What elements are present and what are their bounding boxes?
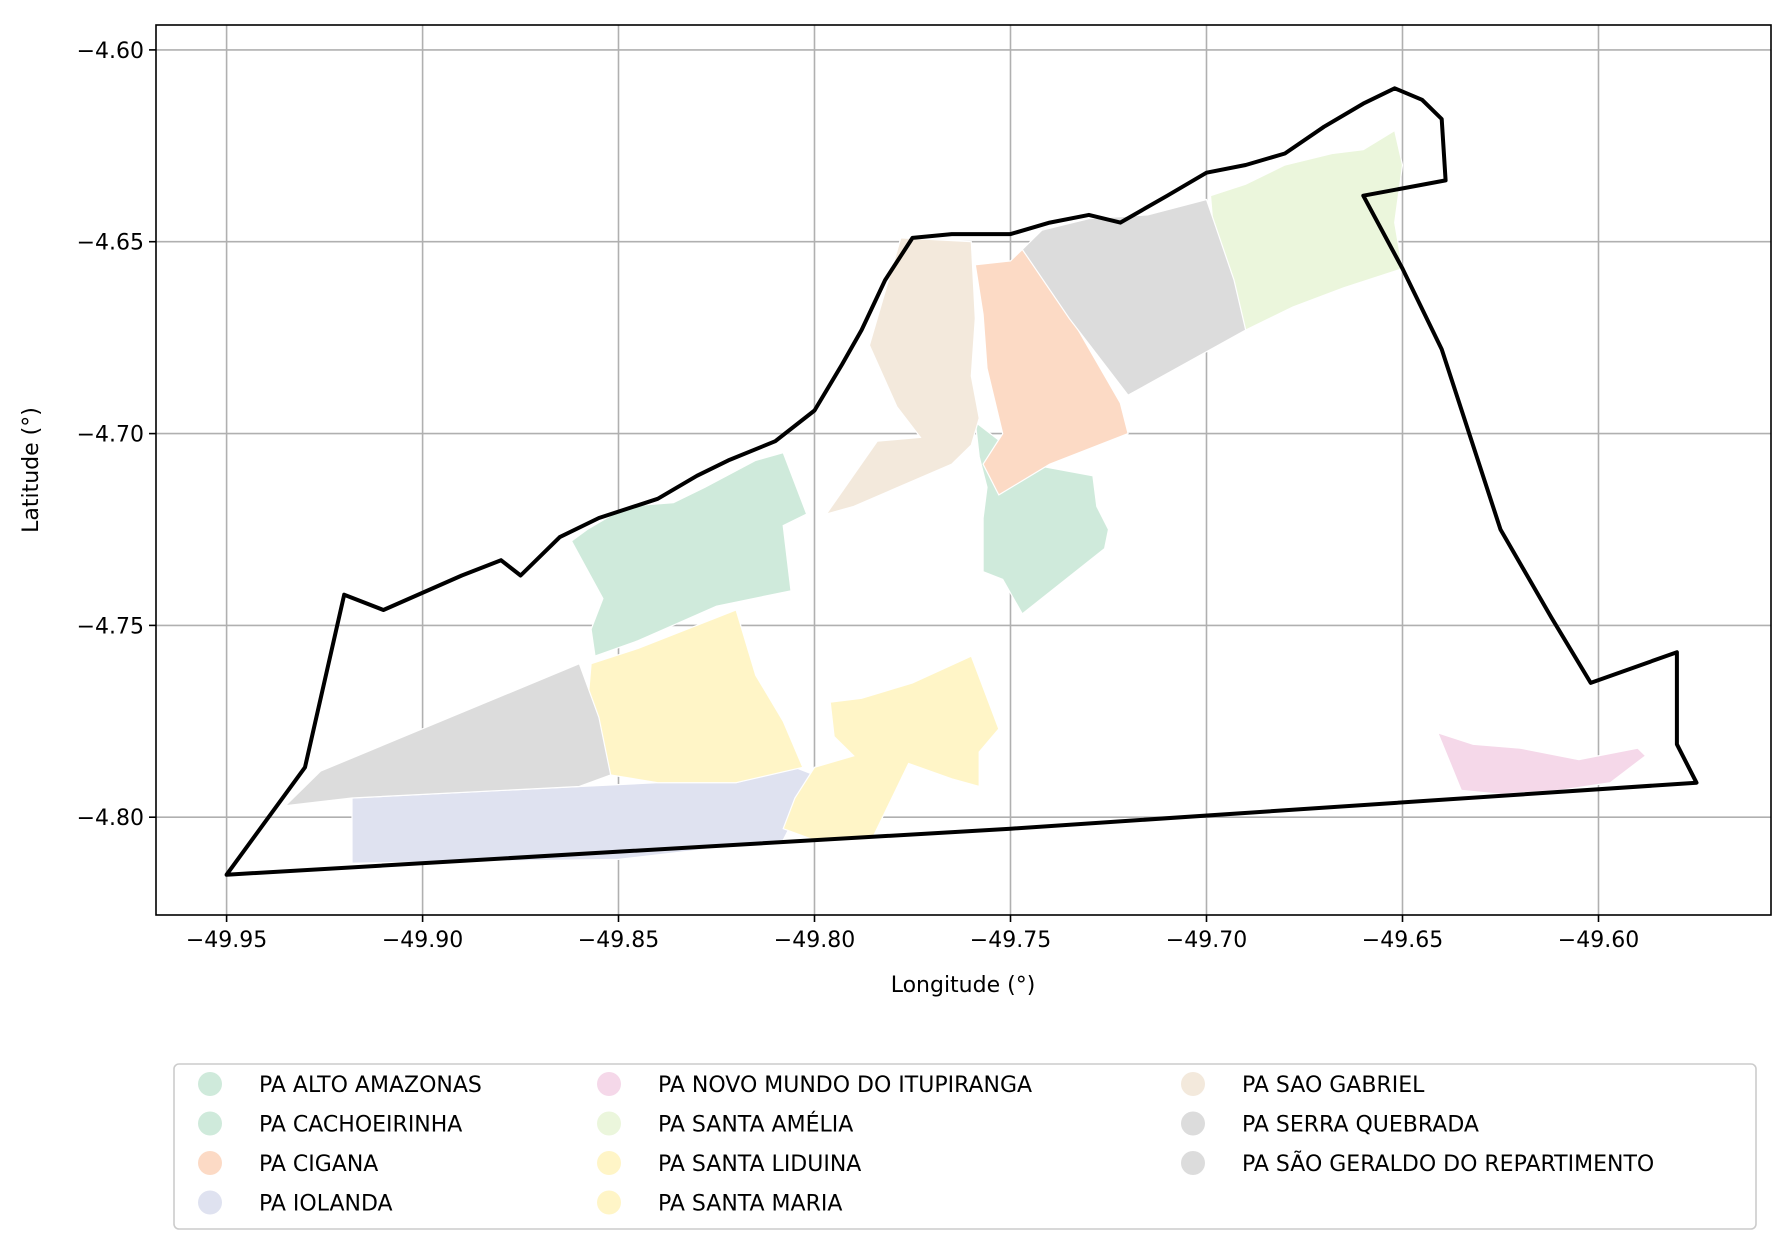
- x-axis-ticks: −49.95 −49.90 −49.85 −49.80 −49.75 −49.70 −49.…: [186, 915, 1639, 953]
- settlement-polygon: [570, 451, 808, 657]
- legend-marker: [597, 1151, 621, 1175]
- legend-marker: [597, 1072, 621, 1096]
- legend-label: PA ALTO AMAZONAS: [259, 1073, 482, 1098]
- legend-marker: [198, 1111, 222, 1136]
- legend-marker: [198, 1190, 222, 1215]
- legend-label: PA SANTA LIDUINA: [658, 1152, 861, 1177]
- x-tick-label: −49.70: [1166, 928, 1247, 953]
- x-tick-label: −49.75: [970, 928, 1051, 953]
- legend-marker: [1181, 1151, 1205, 1175]
- y-axis-label: Latitude (°): [19, 407, 44, 533]
- municipality-boundary: [224, 86, 1699, 877]
- legend-label: PA NOVO MUNDO DO ITUPIRANGA: [658, 1073, 1032, 1098]
- x-axis-label: Longitude (°): [891, 973, 1036, 998]
- legend-label: PA SANTA AMÉLIA: [658, 1112, 853, 1138]
- y-tick-label: −4.60: [77, 39, 144, 64]
- legend-items: PA ALTO AMAZONAS PA CACHOEIRINHA PA CIGANA…: [198, 1072, 1654, 1217]
- y-tick-label: −4.75: [77, 614, 144, 639]
- plot-frame: [155, 24, 1772, 916]
- legend-label: PA SAO GABRIEL: [1242, 1073, 1425, 1098]
- x-tick-label: −49.85: [578, 928, 659, 953]
- legend-label: PA CIGANA: [259, 1152, 378, 1177]
- legend-label: PA SÃO GERALDO DO REPARTIMENTO: [1242, 1150, 1654, 1177]
- legend-label: PA CACHOEIRINHA: [259, 1113, 462, 1138]
- settlement-polygon: [782, 655, 1000, 841]
- settlement-polygon: [283, 662, 612, 807]
- x-tick-label: −49.95: [186, 928, 267, 953]
- y-tick-label: −4.65: [77, 231, 144, 256]
- settlement-polygons: [283, 129, 1647, 864]
- x-tick-label: −49.80: [774, 928, 855, 953]
- x-tick-label: −49.90: [382, 928, 463, 953]
- legend-marker: [1181, 1072, 1205, 1096]
- legend: PA ALTO AMAZONAS PA CACHOEIRINHA PA CIGANA…: [173, 1063, 1757, 1230]
- legend-marker: [1181, 1111, 1205, 1136]
- legend-marker: [198, 1072, 222, 1096]
- x-tick-label: −49.65: [1362, 928, 1443, 953]
- legend-label: PA SANTA MARIA: [658, 1192, 842, 1217]
- legend-marker: [597, 1190, 621, 1215]
- y-axis-ticks: −4.60 −4.65 −4.70 −4.75 −4.80: [77, 39, 156, 831]
- x-tick-label: −49.60: [1558, 928, 1639, 953]
- settlement-polygon: [1436, 731, 1647, 795]
- legend-marker: [597, 1111, 621, 1136]
- legend-frame: [173, 1063, 1757, 1230]
- legend-label: PA SERRA QUEBRADA: [1242, 1113, 1479, 1138]
- settlement-polygon: [1021, 198, 1247, 396]
- legend-marker: [198, 1151, 222, 1175]
- settlement-polygon: [824, 237, 980, 516]
- y-tick-label: −4.80: [77, 806, 144, 831]
- legend-label: PA IOLANDA: [259, 1192, 393, 1217]
- y-tick-label: −4.70: [77, 423, 144, 448]
